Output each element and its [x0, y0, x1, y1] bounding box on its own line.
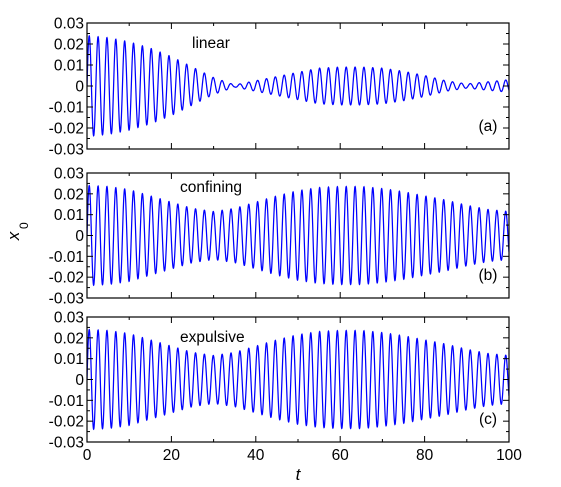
y-tick-label: 0.03	[54, 16, 84, 33]
panel-label: (c)	[479, 411, 497, 428]
y-axis-label-subscript: 0	[17, 222, 31, 229]
y-axis-label: x 0	[4, 222, 31, 241]
y-tick-label: -0.01	[49, 393, 84, 410]
y-tick-label: -0.03	[49, 291, 84, 308]
panel-label: (a)	[479, 118, 498, 135]
panel-annotation: confining	[180, 179, 242, 196]
y-axis-label-main: x	[4, 231, 23, 241]
y-tick-label: 0.01	[54, 58, 84, 75]
y-tick-label: 0	[75, 79, 84, 96]
x-tick-label: 80	[416, 447, 434, 464]
y-tick-label: -0.03	[49, 435, 84, 452]
series-line	[87, 34, 509, 137]
y-tick-label: 0.02	[54, 330, 84, 347]
x-axis-label: t	[296, 465, 302, 484]
x-tick-label: 100	[496, 447, 522, 464]
series-line	[87, 328, 509, 431]
panels: 0.030.020.010-0.01-0.02-0.03linear(a)0.0…	[49, 16, 523, 465]
y-tick-label: -0.01	[49, 100, 84, 117]
panel-c: 0.030.020.010-0.01-0.02-0.030 20 40 60 80 100…	[49, 310, 523, 465]
y-tick-label: 0.01	[54, 351, 84, 368]
x-tick-label: 20	[163, 447, 181, 464]
x-tick-label: 0	[83, 447, 92, 464]
series-line	[87, 184, 509, 287]
panel-label: (b)	[479, 267, 498, 284]
y-tick-label: -0.02	[49, 414, 84, 431]
y-tick-label: 0	[75, 372, 84, 389]
y-tick-label: -0.02	[49, 270, 84, 287]
y-tick-label: -0.01	[49, 249, 84, 266]
y-tick-label: 0.03	[54, 310, 84, 327]
y-tick-label: 0.02	[54, 186, 84, 203]
x-tick-label: 40	[247, 447, 265, 464]
y-tick-label: 0	[75, 228, 84, 245]
x-tick-label: 60	[332, 447, 350, 464]
panel-a: 0.03 0.02 0.01 0 -0.01 -0.02 -0.03 linear (a)	[49, 16, 510, 159]
panel-annotation: expulsive	[180, 329, 245, 346]
panel-b: 0.03 0.02 0.01 0 -0.01 -0.02 -0.03 confining (b)	[49, 166, 510, 308]
y-tick-label: 0.03	[54, 166, 84, 183]
y-tick-label: -0.03	[49, 142, 84, 159]
panel-annotation: linear	[192, 35, 230, 52]
y-tick-label: -0.02	[49, 121, 84, 138]
y-tick-label: 0.01	[54, 207, 84, 224]
y-tick-label: 0.02	[54, 37, 84, 54]
